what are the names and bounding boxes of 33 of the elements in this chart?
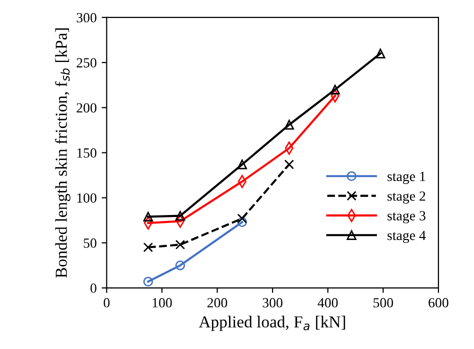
y-tick-label: 0 <box>90 284 96 293</box>
x-tick-label: 500 <box>374 298 394 308</box>
legend-label: stage 3 <box>388 211 426 224</box>
point <box>284 120 294 130</box>
point <box>175 240 186 250</box>
point <box>237 214 247 224</box>
point <box>143 242 153 252</box>
point <box>237 160 247 170</box>
y-tick-label: 100 <box>77 193 96 203</box>
point <box>143 276 153 286</box>
y-tick-label: 150 <box>77 148 96 158</box>
x-tick-label: 400 <box>318 298 338 308</box>
y-tick-label: 250 <box>76 58 96 68</box>
y-tick-label: 300 <box>76 13 96 22</box>
y-axis-title: Bonded length skin friction, f$_{sb}$ [kPa] <box>55 28 70 278</box>
legend-label: stage 4 <box>388 230 426 243</box>
x-tick-label: 600 <box>428 298 448 308</box>
legend-label: stage 2 <box>388 191 426 204</box>
x-tick-label: 100 <box>152 298 172 308</box>
x-axis-title: Applied load, F$_{a}$ [kN] <box>198 316 346 331</box>
point <box>175 260 186 270</box>
x-tick-label: 200 <box>207 298 228 308</box>
y-tick-label: 200 <box>76 103 96 113</box>
point <box>237 217 247 227</box>
point <box>330 84 340 94</box>
legend-label: stage 1 <box>388 172 426 184</box>
x-tick-label: 300 <box>262 298 282 308</box>
point <box>376 48 386 58</box>
point <box>143 212 153 222</box>
y-tick-label: 50 <box>84 238 96 248</box>
point <box>284 160 294 170</box>
point <box>175 210 186 221</box>
x-tick-label: 0 <box>104 298 110 308</box>
